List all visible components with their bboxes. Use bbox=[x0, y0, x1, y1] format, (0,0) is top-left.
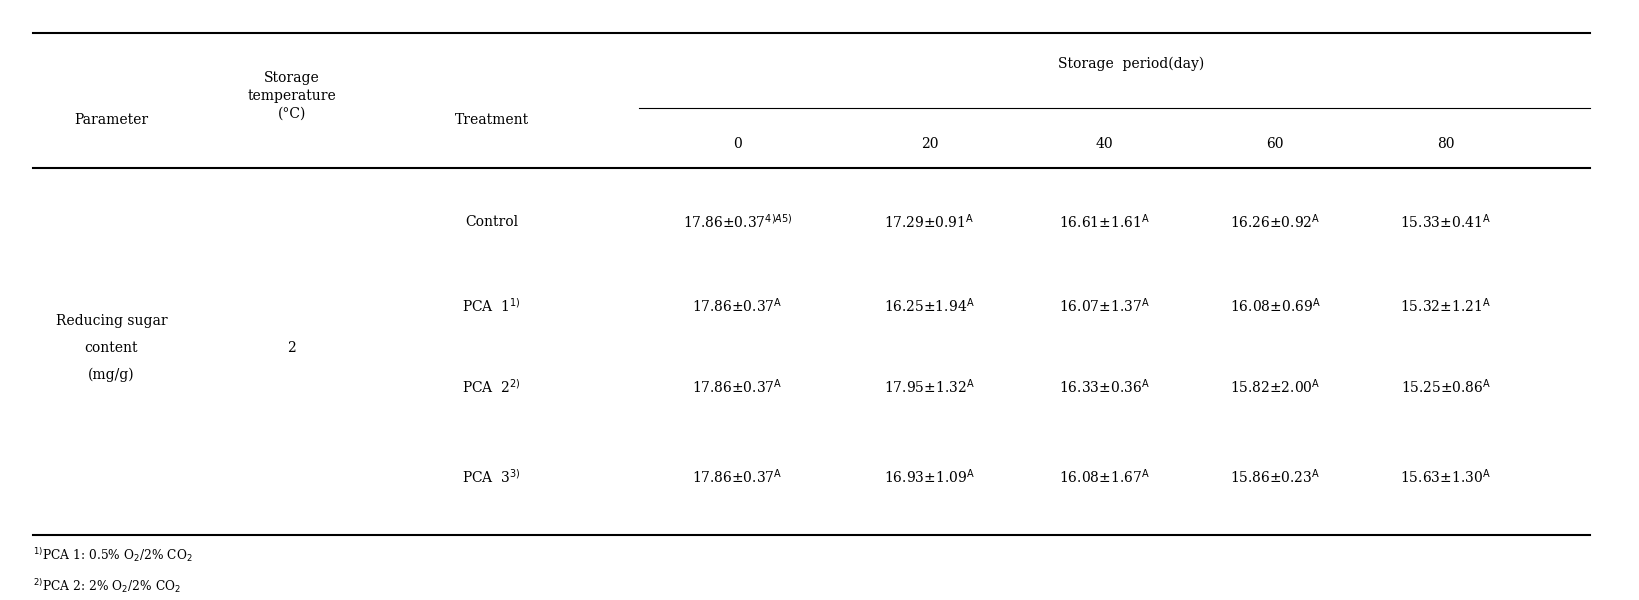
Text: Parameter: Parameter bbox=[74, 113, 149, 127]
Text: Storage  period(day): Storage period(day) bbox=[1057, 57, 1205, 71]
Text: 15.32$\pm$1.21$^{\rm A}$: 15.32$\pm$1.21$^{\rm A}$ bbox=[1400, 296, 1491, 316]
Text: $^{2)}$PCA 2: 2% O$_2$/2% CO$_2$: $^{2)}$PCA 2: 2% O$_2$/2% CO$_2$ bbox=[33, 577, 180, 595]
Text: 16.25$\pm$1.94$^{\rm A}$: 16.25$\pm$1.94$^{\rm A}$ bbox=[883, 296, 975, 316]
Text: 0: 0 bbox=[733, 137, 742, 151]
Text: 15.82$\pm$2.00$^{\rm A}$: 15.82$\pm$2.00$^{\rm A}$ bbox=[1229, 378, 1321, 396]
Text: temperature: temperature bbox=[247, 89, 336, 103]
Text: 60: 60 bbox=[1267, 137, 1283, 151]
Text: Control: Control bbox=[465, 215, 518, 229]
Text: 40: 40 bbox=[1096, 137, 1113, 151]
Text: 15.25$\pm$0.86$^{\rm A}$: 15.25$\pm$0.86$^{\rm A}$ bbox=[1401, 378, 1490, 396]
Text: 15.86$\pm$0.23$^{\rm A}$: 15.86$\pm$0.23$^{\rm A}$ bbox=[1231, 468, 1319, 486]
Text: PCA  2$^{2)}$: PCA 2$^{2)}$ bbox=[462, 378, 521, 396]
Text: PCA  3$^{3)}$: PCA 3$^{3)}$ bbox=[462, 468, 521, 486]
Text: $^{1)}$PCA 1: 0.5% O$_2$/2% CO$_2$: $^{1)}$PCA 1: 0.5% O$_2$/2% CO$_2$ bbox=[33, 546, 193, 564]
Text: 16.07$\pm$1.37$^{\rm A}$: 16.07$\pm$1.37$^{\rm A}$ bbox=[1059, 296, 1151, 316]
Text: 16.93$\pm$1.09$^{\rm A}$: 16.93$\pm$1.09$^{\rm A}$ bbox=[883, 468, 975, 486]
Text: 16.08$\pm$1.67$^{\rm A}$: 16.08$\pm$1.67$^{\rm A}$ bbox=[1059, 468, 1151, 486]
Text: 17.95$\pm$1.32$^{\rm A}$: 17.95$\pm$1.32$^{\rm A}$ bbox=[883, 378, 975, 396]
Text: 16.33$\pm$0.36$^{\rm A}$: 16.33$\pm$0.36$^{\rm A}$ bbox=[1059, 378, 1151, 396]
Text: 16.08$\pm$0.69$^{\rm A}$: 16.08$\pm$0.69$^{\rm A}$ bbox=[1229, 296, 1321, 316]
Text: 15.63$\pm$1.30$^{\rm A}$: 15.63$\pm$1.30$^{\rm A}$ bbox=[1400, 468, 1491, 486]
Text: 2: 2 bbox=[287, 341, 297, 355]
Text: 16.26$\pm$0.92$^{\rm A}$: 16.26$\pm$0.92$^{\rm A}$ bbox=[1229, 212, 1321, 231]
Text: Treatment: Treatment bbox=[454, 113, 529, 127]
Text: 20: 20 bbox=[921, 137, 938, 151]
Text: Storage: Storage bbox=[264, 71, 320, 85]
Text: 16.61$\pm$1.61$^{\rm A}$: 16.61$\pm$1.61$^{\rm A}$ bbox=[1059, 212, 1151, 231]
Text: PCA  1$^{1)}$: PCA 1$^{1)}$ bbox=[462, 297, 521, 315]
Text: content: content bbox=[85, 341, 138, 355]
Text: (°C): (°C) bbox=[277, 107, 306, 121]
Text: 17.86$\pm$0.37$^{\rm A}$: 17.86$\pm$0.37$^{\rm A}$ bbox=[692, 468, 783, 486]
Text: 15.33$\pm$0.41$^{\rm A}$: 15.33$\pm$0.41$^{\rm A}$ bbox=[1400, 212, 1491, 231]
Text: 17.86$\pm$0.37$^{\rm A}$: 17.86$\pm$0.37$^{\rm A}$ bbox=[692, 296, 783, 316]
Text: 17.86$\pm$0.37$^{4)A5)}$: 17.86$\pm$0.37$^{4)A5)}$ bbox=[683, 213, 792, 231]
Text: 17.86$\pm$0.37$^{\rm A}$: 17.86$\pm$0.37$^{\rm A}$ bbox=[692, 378, 783, 396]
Text: (mg/g): (mg/g) bbox=[89, 368, 134, 382]
Text: 17.29$\pm$0.91$^{\rm A}$: 17.29$\pm$0.91$^{\rm A}$ bbox=[883, 212, 975, 231]
Text: 80: 80 bbox=[1437, 137, 1454, 151]
Text: Reducing sugar: Reducing sugar bbox=[56, 314, 167, 328]
